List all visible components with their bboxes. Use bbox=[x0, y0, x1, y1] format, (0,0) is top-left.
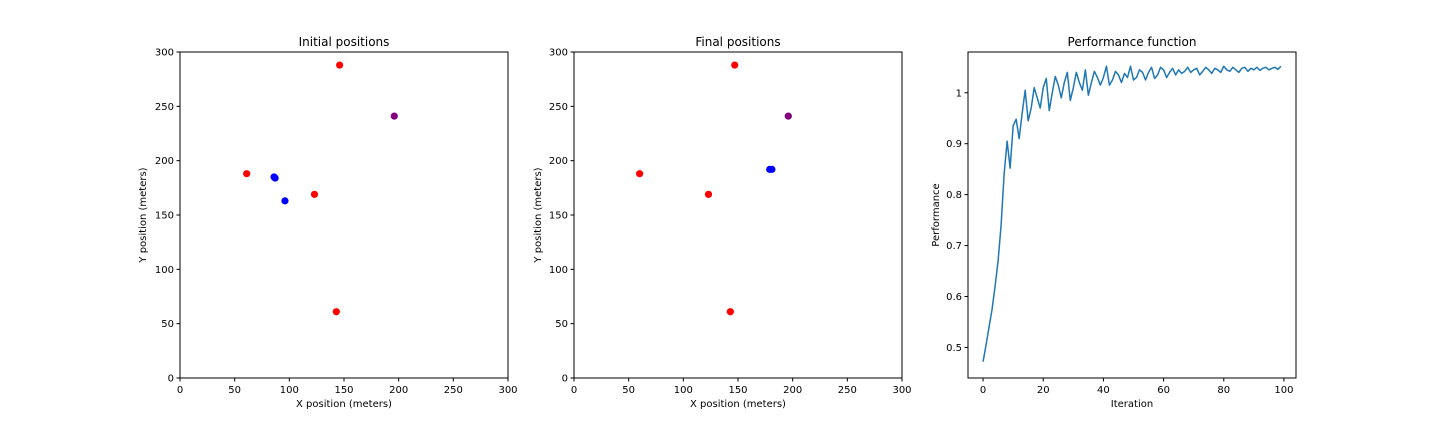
y-tick-label: 200 bbox=[549, 156, 568, 167]
y-axis-label: Y position (meters) bbox=[533, 167, 544, 263]
x-tick-label: 250 bbox=[838, 385, 857, 396]
y-tick-label: 1 bbox=[956, 88, 962, 99]
panel-final-positions: 0 50 100 150 200 250 300 0 50 100 150 200 250 300 Fin… bbox=[533, 35, 912, 410]
chart-title: Initial positions bbox=[299, 35, 390, 49]
y-tick-label: 200 bbox=[155, 156, 174, 167]
y-tick-label: 150 bbox=[155, 211, 174, 222]
y-tick-label: 300 bbox=[155, 48, 174, 59]
y-tick-label: 150 bbox=[549, 211, 568, 222]
axes-frame bbox=[967, 51, 1297, 379]
x-tick-label: 0 bbox=[177, 385, 183, 396]
panel-initial-positions: 0 50 100 150 200 250 300 0 50 100 150 200 250 300 Ini… bbox=[138, 35, 518, 410]
plot-area bbox=[982, 65, 1282, 362]
tick-layer: 0 50 100 150 200 250 300 0 50 100 150 200 250 300 bbox=[155, 48, 518, 397]
scatter-point bbox=[636, 170, 644, 178]
x-tick-label: 50 bbox=[228, 385, 241, 396]
x-tick-label: 0 bbox=[980, 385, 986, 396]
tick-layer: 0 50 100 150 200 250 300 0 50 100 150 200 250 300 bbox=[549, 48, 912, 397]
x-tick-label: 150 bbox=[728, 385, 747, 396]
x-tick-label: 200 bbox=[783, 385, 802, 396]
x-tick-label: 50 bbox=[622, 385, 635, 396]
y-tick-label: 0 bbox=[168, 374, 174, 385]
scatter-point bbox=[726, 308, 734, 316]
y-tick-label: 100 bbox=[549, 265, 568, 276]
tick-layer: 0 20 40 60 80 100 0.5 0.6 0.7 0.8 0.9 1 bbox=[946, 88, 1293, 396]
x-tick-label: 60 bbox=[1157, 385, 1170, 396]
x-tick-label: 40 bbox=[1097, 385, 1110, 396]
y-tick-label: 300 bbox=[549, 48, 568, 59]
scatter-point bbox=[704, 190, 713, 198]
scatter-point bbox=[281, 197, 289, 205]
x-tick-label: 80 bbox=[1217, 385, 1230, 396]
y-tick-label: 0.5 bbox=[946, 343, 962, 354]
scatter-point bbox=[768, 165, 776, 173]
chart-title: Final positions bbox=[695, 35, 780, 49]
y-tick-label: 50 bbox=[161, 319, 174, 330]
panel-performance-function: 0 20 40 60 80 100 0.5 0.6 0.7 0.8 0.9 1 Performance… bbox=[931, 35, 1297, 410]
scatter-point bbox=[390, 112, 398, 120]
x-tick-label: 150 bbox=[334, 385, 353, 396]
scatter-point bbox=[243, 170, 251, 178]
scatter-point bbox=[731, 61, 739, 69]
y-tick-label: 100 bbox=[155, 265, 174, 276]
x-tick-label: 250 bbox=[444, 385, 463, 396]
x-tick-label: 100 bbox=[674, 385, 693, 396]
scatter-point bbox=[332, 308, 340, 316]
plot-area bbox=[636, 61, 792, 316]
scatter-point bbox=[310, 190, 319, 198]
scatter-point bbox=[784, 112, 792, 120]
y-axis-label: Y position (meters) bbox=[138, 167, 149, 263]
y-tick-label: 0 bbox=[562, 374, 568, 385]
y-tick-label: 0.8 bbox=[946, 190, 962, 201]
y-tick-label: 0.6 bbox=[946, 292, 962, 303]
y-tick-label: 50 bbox=[555, 319, 568, 330]
x-tick-label: 200 bbox=[389, 385, 408, 396]
x-axis-label: Iteration bbox=[1111, 399, 1153, 410]
y-tick-label: 250 bbox=[155, 102, 174, 113]
plot-area bbox=[243, 61, 398, 316]
x-tick-label: 300 bbox=[498, 385, 517, 396]
scatter-point bbox=[336, 61, 344, 69]
y-tick-label: 0.9 bbox=[946, 139, 962, 150]
x-tick-label: 0 bbox=[571, 385, 577, 396]
y-tick-label: 0.7 bbox=[946, 241, 962, 252]
x-tick-label: 100 bbox=[280, 385, 299, 396]
x-tick-label: 300 bbox=[892, 385, 911, 396]
y-axis-label: Performance bbox=[931, 183, 942, 246]
series-line bbox=[982, 65, 1282, 362]
x-axis-label: X position (meters) bbox=[690, 399, 786, 410]
x-tick-label: 100 bbox=[1274, 385, 1293, 396]
y-tick-label: 250 bbox=[549, 102, 568, 113]
x-axis-label: X position (meters) bbox=[296, 399, 392, 410]
chart-title: Performance function bbox=[1068, 35, 1197, 49]
scatter-point bbox=[271, 174, 279, 182]
x-tick-label: 20 bbox=[1037, 385, 1050, 396]
